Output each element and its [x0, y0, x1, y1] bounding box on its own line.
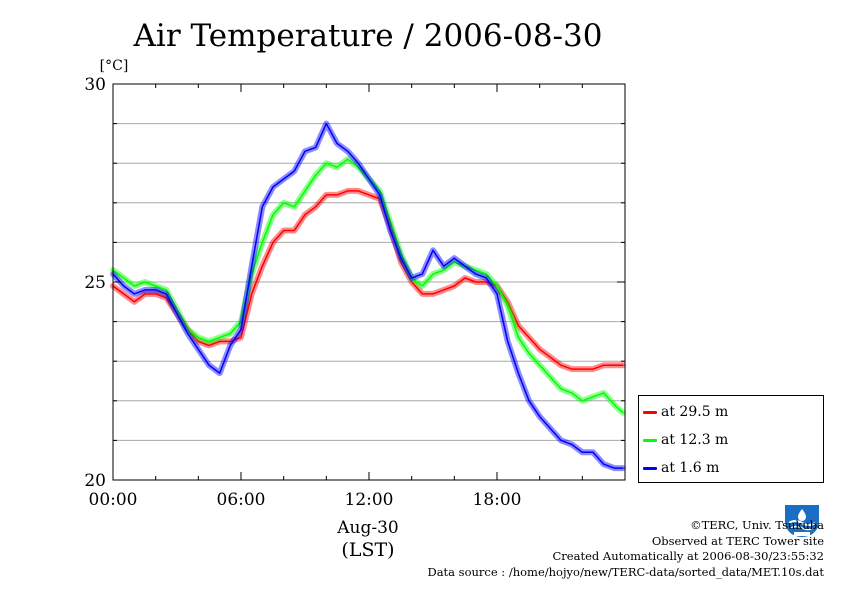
- x-tick-label: 06:00: [217, 490, 266, 510]
- series-line-0: [112, 190, 624, 370]
- axis-ticks: 00:00 06:00 12:00 18:00 20 25 30: [84, 75, 625, 510]
- series-layer: [110, 120, 626, 472]
- x-tick-label: 18:00: [473, 490, 522, 510]
- series-line-2: [112, 122, 624, 469]
- legend-swatch-green: [643, 438, 657, 442]
- copyright-text: ©TERC, Univ. Tsukuba: [690, 518, 824, 532]
- legend: at 29.5 m at 12.3 m at 1.6 m: [638, 395, 824, 483]
- x-axis-date-label: Aug-30: [336, 518, 398, 538]
- x-axis-timezone-label: (LST): [341, 539, 394, 561]
- data-source-text: Data source : /home/hojyo/new/TERC-data/…: [427, 564, 824, 579]
- x-tick-label: 00:00: [89, 490, 138, 510]
- legend-item-12-3m: at 12.3 m: [643, 430, 728, 450]
- y-tick-label: 25: [84, 273, 106, 293]
- grid-lines: [113, 123, 625, 441]
- legend-swatch-red: [643, 410, 657, 414]
- x-tick-label: 12:00: [345, 490, 394, 510]
- series-halo-0: [110, 187, 626, 373]
- observed-site-text: Observed at TERC Tower site: [651, 533, 824, 548]
- legend-label: at 12.3 m: [661, 432, 729, 448]
- terc-logo-icon: [785, 505, 819, 537]
- legend-label: at 29.5 m: [661, 404, 729, 420]
- y-tick-label: 20: [84, 471, 106, 491]
- legend-item-1-6m: at 1.6 m: [643, 458, 719, 478]
- credits: ©TERC, Univ. Tsukuba Observed at TERC To…: [427, 518, 824, 580]
- y-tick-label: 30: [84, 75, 106, 95]
- series-halo-2: [110, 120, 626, 472]
- legend-label: at 1.6 m: [661, 460, 720, 476]
- legend-item-29-5m: at 29.5 m: [643, 402, 728, 422]
- legend-swatch-blue: [643, 466, 657, 470]
- y-axis-unit-label: [°C]: [100, 58, 129, 74]
- created-timestamp-text: Created Automatically at 2006-08-30/23:5…: [552, 549, 825, 563]
- chart-title: Air Temperature / 2006-08-30: [133, 18, 603, 54]
